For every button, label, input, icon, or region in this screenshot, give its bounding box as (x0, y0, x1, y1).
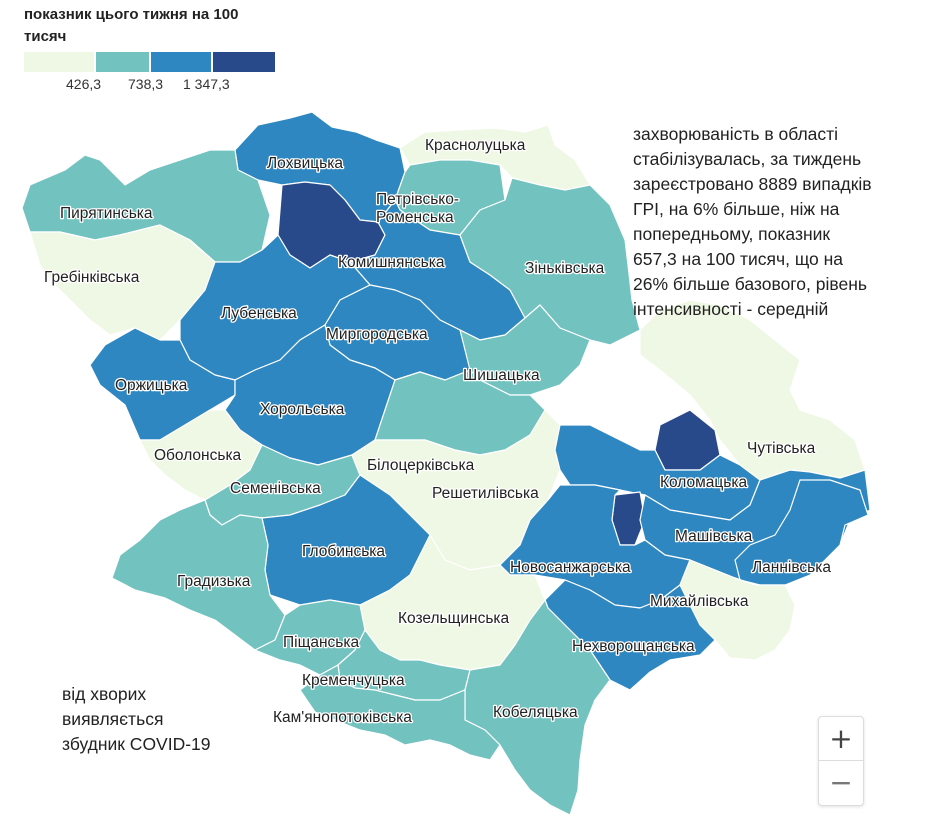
label-orzhytska: Оржицька (115, 377, 188, 394)
label-kolomatska: Коломацька (660, 474, 747, 491)
label-pyriatynska: Пирятинська (60, 205, 153, 222)
region-zinkivska[interactable] (459, 177, 641, 346)
label-kamianopotokivska: Кам'янопотоківська (273, 709, 412, 726)
legend-title: показник цього тижня на 100 тисяч (24, 6, 239, 45)
label-lannivska: Ланнівська (752, 559, 831, 576)
covid-annotation: від хворих виявляється збудник COVID-19 (62, 684, 211, 754)
region-novosanzharska[interactable] (499, 484, 691, 609)
label-pishchanska: Піщанська (283, 634, 359, 651)
label-petrivsko-line-2: Роменська (376, 209, 454, 226)
label-komyshnianska: Комишнянська (338, 254, 445, 271)
region-lannivska[interactable] (734, 479, 869, 586)
label-mashivska: Машівська (675, 528, 753, 545)
label-reshetylivska: Решетилівська (432, 485, 539, 502)
label-krasnolutska: Краснолуцька (425, 137, 526, 154)
legend-swatch-2 (96, 52, 149, 72)
summary-annotation: захворюваність в області стабілізувалась… (633, 124, 872, 319)
zoom-in-button[interactable]: + (829, 722, 853, 755)
label-novosanzharska: Новосанжарська (510, 559, 631, 576)
label-mykhailivska: Михайлівська (650, 593, 749, 610)
region-kamianopotokivska[interactable] (299, 664, 501, 761)
label-shyshatska: Шишацька (463, 367, 540, 384)
label-semenivska: Семенівська (230, 480, 321, 497)
zoom-control: + − (818, 716, 864, 806)
legend-tick-3: 1 347,3 (183, 76, 230, 92)
label-zinkivska: Зіньківська (525, 260, 605, 277)
label-obolonska: Оболонська (154, 447, 242, 464)
region-labels: Лохвицька Краснолуцька Петрівсько- Ромен… (43, 136, 833, 728)
label-kobeliatska: Кобеляцька (493, 704, 578, 721)
label-lokhvytska: Лохвицька (267, 155, 343, 172)
zoom-out-button[interactable]: − (819, 760, 863, 804)
label-khorolska: Хорольська (260, 401, 345, 418)
label-petrivsko-line-1: Петрівсько- (376, 191, 459, 208)
legend-color-scale (24, 52, 277, 72)
label-bilotserkivska: Білоцерківська (367, 457, 475, 474)
legend-swatch-1 (24, 52, 94, 72)
label-nekhvoroshchanska: Нехворощанська (572, 638, 695, 655)
label-chutivska: Чутівська (747, 440, 816, 457)
legend-tick-2: 738,3 (128, 76, 164, 92)
legend-swatch-4 (213, 52, 275, 72)
label-myrhorodska: Миргородська (326, 326, 428, 343)
label-kozelshchynska: Козельщинська (398, 610, 510, 627)
legend-tick-1: 426,3 (66, 76, 102, 92)
label-hradyzka: Градизька (177, 573, 251, 590)
label-hlobynska: Глобинська (302, 543, 385, 560)
label-kremenchutska: Кременчуцька (302, 672, 405, 689)
label-hrebinkivska: Гребінківська (44, 269, 140, 286)
legend-swatch-3 (151, 52, 211, 72)
label-lubenska: Лубенська (221, 305, 297, 322)
